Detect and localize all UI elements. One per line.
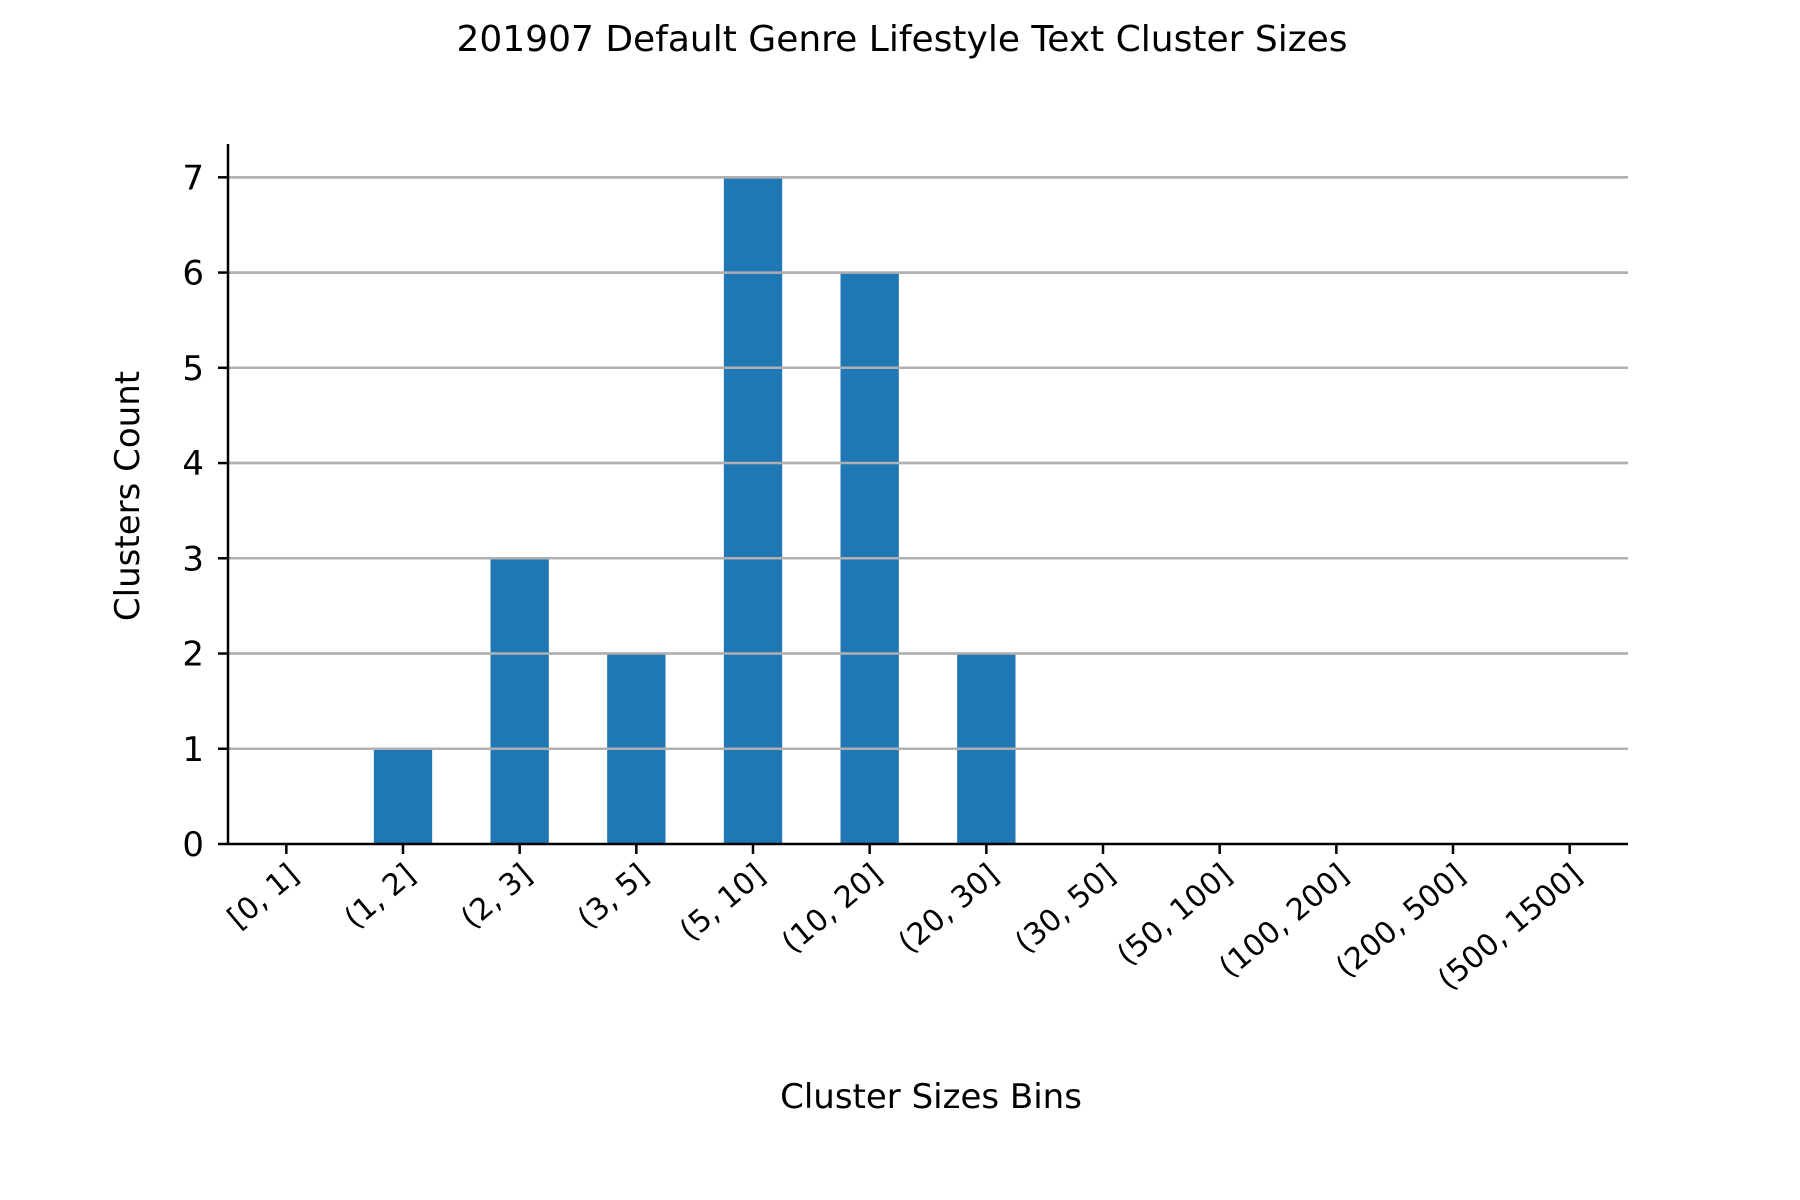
y-tick-label: 1 [182, 730, 204, 770]
x-tick-label: (2, 3] [455, 857, 539, 936]
x-tick-label: (3, 5] [571, 857, 655, 936]
y-tick-label: 5 [182, 349, 204, 389]
y-axis-label: Clusters Count [108, 371, 148, 621]
x-tick-label: (30, 50] [1009, 857, 1123, 960]
axes [226, 144, 1628, 846]
x-tick-label: (5, 10] [673, 857, 772, 948]
y-tick-label: 3 [182, 539, 204, 579]
bar [373, 748, 433, 844]
y-tick-label: 7 [182, 158, 204, 198]
y-tick-label: 4 [182, 444, 204, 484]
chart-title: 201907 Default Genre Lifestyle Text Clus… [456, 19, 1347, 60]
x-tick-label: [0, 1] [221, 857, 305, 936]
x-tick-label: (10, 20] [775, 857, 889, 960]
x-tick-label: (1, 2] [338, 857, 422, 936]
x-tick-label: (100, 200] [1213, 857, 1356, 985]
bar [723, 177, 783, 845]
x-ticks: [0, 1] (1, 2] (2, 3] (3, 5] (5, 10] (10, 20](… [221, 844, 1589, 997]
y-tick-label: 6 [182, 254, 204, 294]
bar [490, 558, 549, 844]
bars [228, 176, 1628, 845]
x-tick-label: (20, 30] [892, 857, 1006, 960]
x-axis-label: Cluster Sizes Bins [780, 1077, 1082, 1117]
y-tick-label: 0 [182, 825, 204, 865]
y-tick-label: 2 [182, 635, 204, 675]
y-ticks: 0 1 2 3 4 5 6 7 [182, 158, 228, 865]
